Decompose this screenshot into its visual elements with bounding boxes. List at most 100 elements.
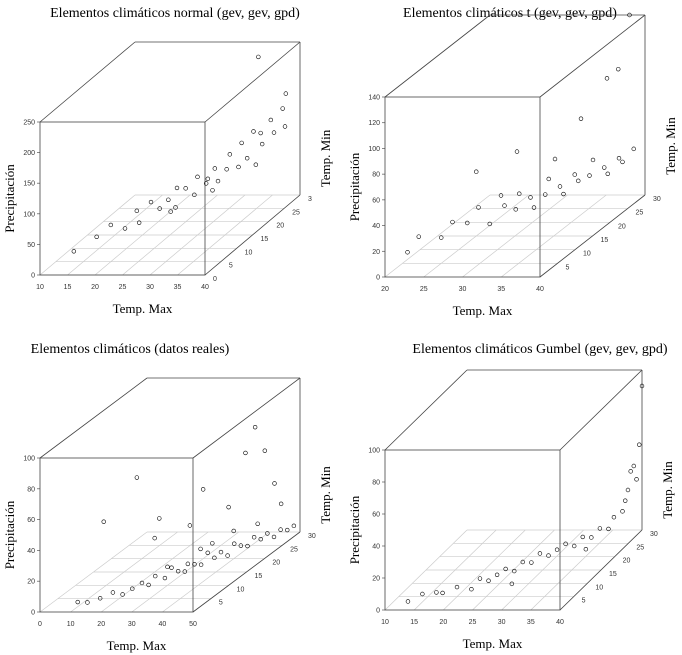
point xyxy=(255,521,260,526)
point xyxy=(576,178,581,184)
z-tick-label: 150 xyxy=(23,181,35,188)
point xyxy=(498,193,504,198)
point xyxy=(146,582,151,588)
point xyxy=(148,199,154,205)
point xyxy=(477,576,483,581)
z-tick-label: 60 xyxy=(27,517,35,524)
point xyxy=(285,527,290,533)
point xyxy=(203,181,209,186)
point xyxy=(187,523,193,528)
point xyxy=(509,581,515,587)
point xyxy=(198,562,204,567)
y-tick-label: 20 xyxy=(623,558,631,565)
point xyxy=(625,487,631,493)
z-tick-label: 40 xyxy=(372,223,380,230)
point xyxy=(259,141,265,147)
z-tick-label: 20 xyxy=(372,249,380,256)
point xyxy=(183,186,188,191)
x-tick-label: 15 xyxy=(64,284,72,291)
z-axis-label: Precipitación xyxy=(347,495,362,564)
point xyxy=(94,234,99,239)
y-tick-label: 15 xyxy=(255,573,263,580)
point xyxy=(502,203,507,208)
point xyxy=(605,171,610,176)
box-edge xyxy=(539,194,646,278)
y-tick-label: 15 xyxy=(261,236,269,243)
point xyxy=(616,66,621,72)
point xyxy=(101,519,106,524)
z-tick-label: 60 xyxy=(372,512,380,519)
point xyxy=(291,523,297,529)
point xyxy=(546,176,551,182)
point xyxy=(174,185,180,191)
point xyxy=(611,514,617,520)
point xyxy=(130,586,135,591)
y-tick-label: 15 xyxy=(601,237,609,244)
point xyxy=(271,534,277,540)
point xyxy=(162,575,168,581)
point xyxy=(583,546,589,552)
point xyxy=(253,162,259,167)
point xyxy=(537,551,543,556)
chart-title: Elementos climáticos t (gev, gev, gpd) xyxy=(403,6,617,21)
point xyxy=(587,173,592,178)
point xyxy=(258,536,263,542)
point xyxy=(631,463,636,469)
point xyxy=(139,580,145,586)
z-tick-label: 140 xyxy=(368,95,380,102)
point xyxy=(166,197,171,202)
y-tick-label: 30 xyxy=(653,196,661,203)
point xyxy=(487,221,492,227)
point xyxy=(251,129,256,134)
point xyxy=(590,157,596,163)
x-tick-label: 0 xyxy=(38,621,42,628)
box-edge xyxy=(39,41,136,123)
point xyxy=(134,475,140,480)
point xyxy=(554,547,560,552)
point xyxy=(252,424,258,430)
box-front xyxy=(384,96,541,278)
x-tick-label: 20 xyxy=(381,286,389,293)
point xyxy=(244,155,250,161)
x-axis-label: Temp. Max xyxy=(113,301,173,316)
point xyxy=(210,541,215,546)
chart-title: Elementos climáticos (datos reales) xyxy=(31,342,230,357)
point xyxy=(474,169,479,174)
y-tick-label: 20 xyxy=(276,223,284,230)
z-tick-label: 200 xyxy=(23,150,35,157)
y-tick-label: 3 xyxy=(308,196,312,203)
x-tick-label: 10 xyxy=(67,621,75,628)
point xyxy=(280,106,285,111)
z-tick-label: 40 xyxy=(372,544,380,551)
x-tick-label: 20 xyxy=(97,621,105,628)
point xyxy=(152,535,157,541)
box-edge xyxy=(192,377,301,459)
point xyxy=(169,565,174,570)
point xyxy=(552,156,558,162)
point xyxy=(557,184,563,189)
z-tick-label: 0 xyxy=(376,275,380,282)
point xyxy=(512,568,517,574)
point xyxy=(200,487,206,492)
z-axis-label: Precipitación xyxy=(347,152,362,221)
point xyxy=(571,543,577,549)
x-tick-label: 30 xyxy=(128,621,136,628)
point xyxy=(520,559,525,565)
point xyxy=(604,76,610,81)
y-tick-label: 10 xyxy=(595,584,603,591)
point xyxy=(195,174,200,180)
point xyxy=(205,550,210,556)
box-front xyxy=(384,449,561,611)
point xyxy=(192,192,197,198)
x-axis-label: Temp. Max xyxy=(453,303,513,318)
z-tick-label: 100 xyxy=(368,146,380,153)
y-tick-label: 30 xyxy=(308,533,316,540)
point xyxy=(278,501,284,507)
z-axis-label: Precipitación xyxy=(2,164,17,233)
y-tick-label: 5 xyxy=(219,600,223,607)
x-tick-label: 25 xyxy=(469,619,477,626)
point xyxy=(405,599,411,604)
x-tick-label: 25 xyxy=(420,286,428,293)
point xyxy=(243,450,248,456)
point xyxy=(268,117,274,123)
